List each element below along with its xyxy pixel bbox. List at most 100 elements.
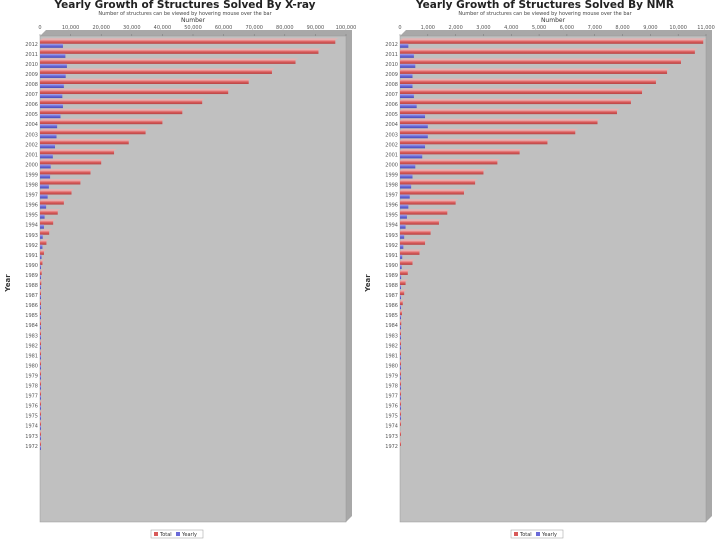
nmr-bar-yearly[interactable] xyxy=(400,164,416,169)
nmr-bar-yearly[interactable] xyxy=(400,154,423,159)
xray-bar-total[interactable] xyxy=(40,39,336,44)
xray-bar-yearly[interactable] xyxy=(40,315,41,320)
xray-bar-total[interactable] xyxy=(40,90,229,95)
nmr-bar-yearly[interactable] xyxy=(400,224,406,229)
xray-bar-total[interactable] xyxy=(40,220,54,225)
nmr-bar-total[interactable] xyxy=(400,150,520,155)
xray-bar-yearly[interactable] xyxy=(40,214,45,219)
nmr-bar-total[interactable] xyxy=(400,421,401,426)
xray-bar-yearly[interactable] xyxy=(40,274,41,279)
nmr-bar-yearly[interactable] xyxy=(400,375,401,380)
nmr-bar-total[interactable] xyxy=(400,59,681,64)
nmr-bar-total[interactable] xyxy=(400,69,668,74)
xray-bar-yearly[interactable] xyxy=(40,295,41,300)
nmr-bar-total[interactable] xyxy=(400,291,405,296)
nmr-bar-yearly[interactable] xyxy=(400,53,414,58)
nmr-bar-yearly[interactable] xyxy=(400,345,401,350)
xray-bar-yearly[interactable] xyxy=(40,385,41,390)
nmr-bar-yearly[interactable] xyxy=(400,43,409,48)
nmr-bar-total[interactable] xyxy=(400,381,401,386)
nmr-bar-yearly[interactable] xyxy=(400,124,428,129)
nmr-bar-total[interactable] xyxy=(400,250,420,255)
nmr-bar-total[interactable] xyxy=(400,260,413,265)
nmr-bar-total[interactable] xyxy=(400,411,401,416)
xray-bar-total[interactable] xyxy=(40,301,41,306)
xray-bar-total[interactable] xyxy=(40,100,203,105)
xray-bar-yearly[interactable] xyxy=(40,435,41,440)
nmr-bar-total[interactable] xyxy=(400,270,408,275)
nmr-bar-yearly[interactable] xyxy=(400,355,401,360)
nmr-bar-yearly[interactable] xyxy=(400,415,401,420)
xray-bar-total[interactable] xyxy=(40,351,41,356)
xray-bar-total[interactable] xyxy=(40,140,129,145)
xray-bar-yearly[interactable] xyxy=(40,194,48,199)
nmr-bar-yearly[interactable] xyxy=(400,214,407,219)
nmr-bar-total[interactable] xyxy=(400,240,426,245)
xray-bar-total[interactable] xyxy=(40,200,64,205)
xray-bar-yearly[interactable] xyxy=(40,154,53,159)
nmr-bar-yearly[interactable] xyxy=(400,174,413,179)
xray-bar-yearly[interactable] xyxy=(40,63,67,68)
nmr-bar-yearly[interactable] xyxy=(400,264,402,269)
xray-bar-total[interactable] xyxy=(40,210,58,215)
nmr-bar-yearly[interactable] xyxy=(400,254,403,259)
nmr-bar-yearly[interactable] xyxy=(400,144,426,149)
nmr-bar-yearly[interactable] xyxy=(400,194,410,199)
xray-bar-yearly[interactable] xyxy=(40,445,41,450)
nmr-bar-yearly[interactable] xyxy=(400,405,401,410)
xray-bar-yearly[interactable] xyxy=(40,114,61,119)
nmr-bar-total[interactable] xyxy=(400,311,402,316)
xray-bar-total[interactable] xyxy=(40,371,41,376)
nmr-bar-yearly[interactable] xyxy=(400,104,417,109)
nmr-bar-total[interactable] xyxy=(400,200,456,205)
xray-bar-total[interactable] xyxy=(40,270,42,275)
nmr-bar-total[interactable] xyxy=(400,160,498,165)
xray-bar-total[interactable] xyxy=(40,160,102,165)
nmr-bar-total[interactable] xyxy=(400,441,401,446)
nmr-bar-total[interactable] xyxy=(400,371,401,376)
xray-bar-total[interactable] xyxy=(40,240,47,245)
xray-bar-yearly[interactable] xyxy=(40,134,57,139)
nmr-bar-yearly[interactable] xyxy=(400,134,428,139)
nmr-bar-yearly[interactable] xyxy=(400,63,416,68)
xray-bar-yearly[interactable] xyxy=(40,305,41,310)
nmr-bar-total[interactable] xyxy=(400,130,576,135)
xray-bar-yearly[interactable] xyxy=(40,224,44,229)
xray-bar-total[interactable] xyxy=(40,381,41,386)
nmr-bar-total[interactable] xyxy=(400,210,448,215)
nmr-bar-yearly[interactable] xyxy=(400,305,401,310)
xray-bar-yearly[interactable] xyxy=(40,345,41,350)
xray-bar-total[interactable] xyxy=(40,431,41,436)
xray-bar-yearly[interactable] xyxy=(40,184,49,189)
xray-bar-total[interactable] xyxy=(40,130,146,135)
nmr-bar-total[interactable] xyxy=(400,39,704,44)
xray-bar-yearly[interactable] xyxy=(40,244,43,249)
xray-bar-yearly[interactable] xyxy=(40,124,58,129)
xray-bar-total[interactable] xyxy=(40,391,41,396)
nmr-bar-yearly[interactable] xyxy=(400,184,412,189)
nmr-bar-total[interactable] xyxy=(400,110,617,115)
xray-bar-yearly[interactable] xyxy=(40,204,47,209)
nmr-bar-total[interactable] xyxy=(400,80,656,84)
xray-bar-total[interactable] xyxy=(40,260,43,265)
xray-bar-yearly[interactable] xyxy=(40,285,41,289)
xray-bar-total[interactable] xyxy=(40,311,41,316)
nmr-bar-yearly[interactable] xyxy=(400,395,401,400)
xray-bar-total[interactable] xyxy=(40,150,115,155)
nmr-bar-yearly[interactable] xyxy=(400,204,409,209)
nmr-bar-yearly[interactable] xyxy=(400,365,401,370)
nmr-bar-total[interactable] xyxy=(400,281,406,285)
nmr-bar-total[interactable] xyxy=(400,220,439,225)
xray-bar-yearly[interactable] xyxy=(40,73,66,78)
xray-bar-yearly[interactable] xyxy=(40,365,41,370)
nmr-bar-yearly[interactable] xyxy=(400,234,405,239)
nmr-bar-total[interactable] xyxy=(400,341,401,346)
xray-bar-yearly[interactable] xyxy=(40,104,63,109)
nmr-bar-total[interactable] xyxy=(400,401,401,406)
xray-bar-yearly[interactable] xyxy=(40,415,41,420)
xray-bar-total[interactable] xyxy=(40,281,42,285)
nmr-bar-yearly[interactable] xyxy=(400,335,401,340)
nmr-bar-total[interactable] xyxy=(400,140,548,145)
nmr-bar-yearly[interactable] xyxy=(400,315,401,320)
xray-bar-total[interactable] xyxy=(40,291,42,296)
